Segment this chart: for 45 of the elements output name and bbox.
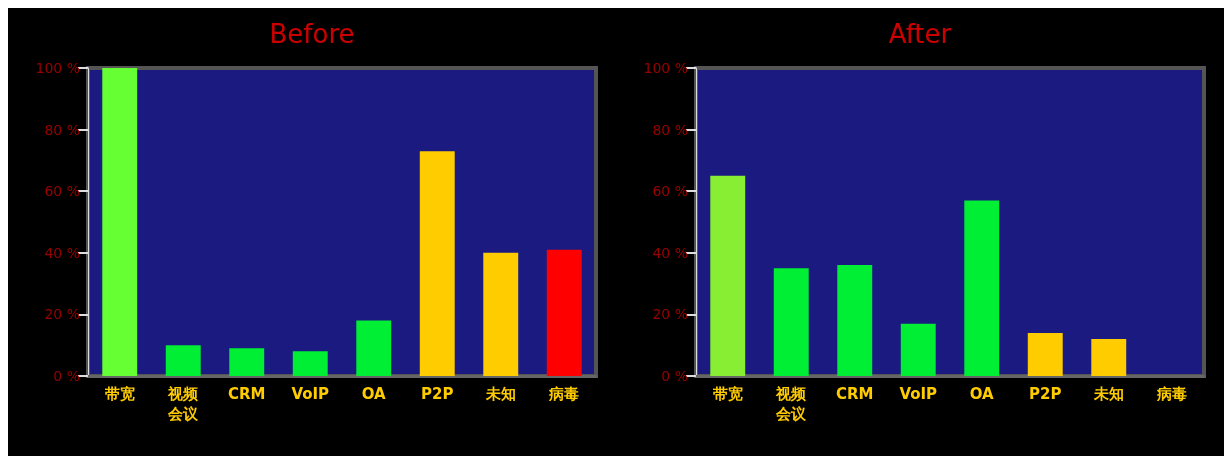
bar bbox=[483, 252, 519, 376]
bar bbox=[837, 265, 873, 376]
y-tick-label: 100 % bbox=[643, 60, 688, 76]
y-tick-label: 40 % bbox=[44, 244, 80, 261]
bar bbox=[356, 320, 392, 376]
bar bbox=[900, 323, 936, 376]
y-tick-label: 20 % bbox=[44, 306, 80, 323]
x-tick-label: VoIP bbox=[899, 385, 938, 403]
y-tick-label: 20 % bbox=[652, 306, 688, 323]
y-tick-label: 60 % bbox=[44, 183, 80, 200]
bar bbox=[419, 151, 455, 376]
chart-title: After bbox=[888, 19, 952, 49]
bar bbox=[292, 351, 328, 376]
x-tick-label: 视频会议 bbox=[775, 385, 808, 423]
y-tick-label: 60 % bbox=[652, 183, 688, 200]
y-tick-label: 40 % bbox=[652, 244, 688, 261]
x-tick-label: 未知 bbox=[1092, 385, 1124, 403]
y-tick-label: 0 % bbox=[53, 368, 80, 384]
x-tick-label: 病毒 bbox=[548, 385, 580, 403]
bar bbox=[546, 249, 582, 376]
bar bbox=[710, 175, 746, 376]
y-tick-label: 0 % bbox=[661, 368, 688, 384]
y-tick-label: 80 % bbox=[652, 121, 688, 138]
bar bbox=[1091, 339, 1127, 376]
x-tick-label: CRM bbox=[228, 385, 266, 403]
bar bbox=[229, 348, 265, 376]
x-tick-label: 视频会议 bbox=[167, 385, 200, 423]
x-tick-label: P2P bbox=[1029, 385, 1062, 403]
y-tick-label: 100 % bbox=[35, 60, 80, 76]
x-tick-label: 带宽 bbox=[712, 385, 743, 403]
x-tick-label: P2P bbox=[421, 385, 454, 403]
x-tick-label: VoIP bbox=[291, 385, 330, 403]
x-tick-label: 未知 bbox=[484, 385, 516, 403]
bar bbox=[964, 200, 1000, 376]
x-tick-label: OA bbox=[969, 385, 995, 403]
bar bbox=[1027, 332, 1063, 376]
chart-title: Before bbox=[269, 19, 355, 49]
bar bbox=[773, 268, 809, 376]
y-tick-label: 80 % bbox=[44, 121, 80, 138]
x-tick-label: 病毒 bbox=[1156, 385, 1188, 403]
x-tick-label: OA bbox=[361, 385, 387, 403]
x-tick-label: CRM bbox=[836, 385, 874, 403]
bar bbox=[102, 68, 138, 376]
x-tick-label: 带宽 bbox=[104, 385, 135, 403]
bar bbox=[165, 345, 201, 376]
